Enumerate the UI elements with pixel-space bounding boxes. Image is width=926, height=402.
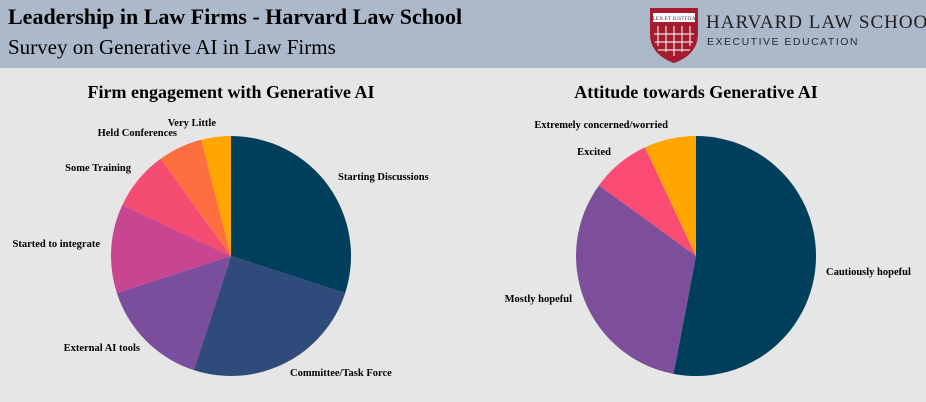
motto-text: LEX ET IUSTITIA (652, 16, 695, 22)
slice-label-very-little: Very Little (168, 118, 217, 129)
logo-unit-name: EXECUTIVE EDUCATION (707, 36, 859, 48)
shield-wheat-pattern (654, 26, 694, 56)
motto-ribbon (653, 13, 695, 22)
slice-label-mostly-hopeful: Mostly hopeful (505, 294, 572, 305)
pie-slice-very-little (201, 136, 231, 256)
logo-school-name: HARVARD LAW SCHOOL (706, 12, 926, 33)
pie-attitude: Cautiously hopeful Mostly hopeful Excited E… (505, 120, 911, 376)
slice-label-external-ai-tools: External AI tools (64, 343, 140, 354)
slice-label-extremely-concerned-worried: Extremely concerned/worried (534, 120, 668, 131)
header-banner: Leadership in Law Firms - Harvard Law Sc… (0, 0, 926, 68)
slice-label-committee-task-force: Committee/Task Force (290, 368, 392, 379)
chart-title-attitude: Attitude towards Generative AI (574, 82, 817, 102)
pie-slice-committee-task-force (193, 256, 346, 377)
pie-slice-starting-discussions (231, 136, 352, 294)
pie-slice-excited (598, 147, 696, 256)
charts-area: Firm engagement with Generative AI Attit… (13, 82, 911, 379)
chart-title-engagement: Firm engagement with Generative AI (88, 82, 375, 102)
pie-slice-held-conferences (160, 139, 231, 256)
pie-engagement: Starting Discussions Committee/Task Force… (13, 118, 429, 379)
pie-slice-cautiously-hopeful (673, 136, 817, 376)
pie-slice-some-training (122, 158, 231, 256)
slice-label-cautiously-hopeful: Cautiously hopeful (826, 267, 911, 278)
slice-label-held-conferences: Held Conferences (98, 128, 177, 139)
slice-label-excited: Excited (577, 147, 611, 158)
pie-slice-mostly-hopeful (576, 185, 696, 374)
slice-label-started-to-integrate: Started to integrate (13, 239, 101, 250)
page-title: Leadership in Law Firms - Harvard Law Sc… (8, 4, 463, 29)
slice-label-starting-discussions: Starting Discussions (338, 172, 429, 183)
pie-slice-external-ai-tools (116, 256, 231, 371)
harvard-law-logo: LEX ET IUSTITIA HARVARD LAW SCHOOL EXECU… (648, 4, 926, 64)
slice-label-some-training: Some Training (65, 163, 132, 174)
pie-slice-extremely-concerned-worried (644, 136, 696, 256)
pie-slice-started-to-integrate (110, 204, 231, 294)
shield-icon: LEX ET IUSTITIA (650, 8, 698, 63)
page-subtitle: Survey on Generative AI in Law Firms (8, 35, 336, 59)
